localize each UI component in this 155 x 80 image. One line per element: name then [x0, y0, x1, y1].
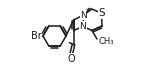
Text: O: O: [67, 54, 75, 64]
Text: N: N: [80, 22, 86, 31]
Text: S: S: [98, 8, 105, 18]
Text: CH₃: CH₃: [98, 37, 114, 46]
Text: Br: Br: [31, 31, 42, 41]
Text: N: N: [80, 10, 87, 20]
